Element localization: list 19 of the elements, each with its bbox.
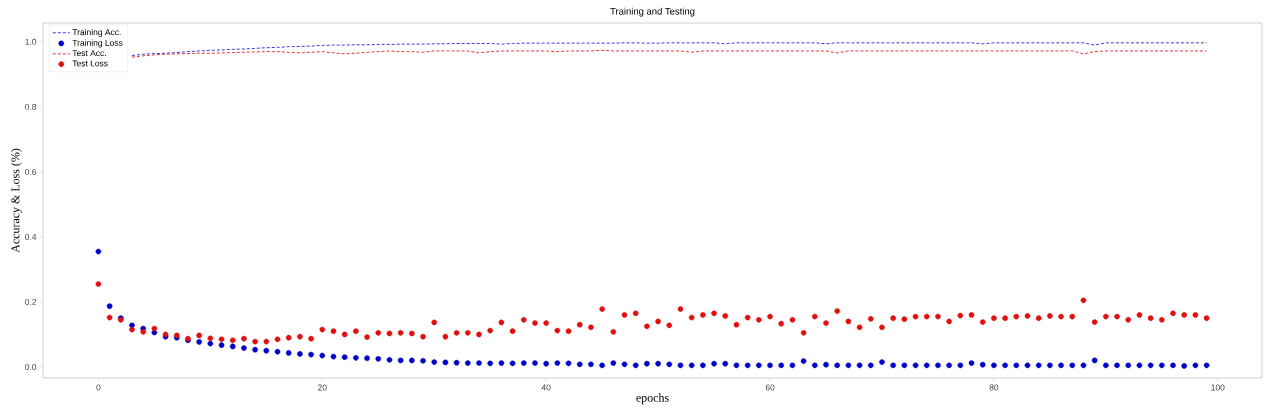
x-axis-title: epochs — [636, 393, 669, 405]
x-tick-label: 100 — [1211, 384, 1225, 391]
x-tick-label: 20 — [318, 384, 327, 391]
x-tick-label: 40 — [541, 384, 551, 391]
y-tick-label: 1.0 — [25, 38, 37, 45]
legend-label: Training Acc. — [72, 28, 121, 37]
legend-label: Training Loss — [72, 39, 123, 48]
y-axis-title: Accuracy & Loss (%) — [10, 148, 22, 253]
y-tick-label: 0.8 — [25, 103, 37, 110]
y-tick-label: 0.4 — [25, 233, 37, 240]
y-tick-label: 0.0 — [25, 363, 37, 370]
x-tick-label: 80 — [989, 384, 999, 391]
y-tick-label: 0.6 — [25, 168, 37, 175]
legend-label: Test Acc. — [72, 50, 106, 57]
legend-label: Test Loss — [72, 60, 108, 67]
chart-title: Training and Testing — [610, 7, 695, 17]
x-tick-label: 60 — [765, 384, 775, 391]
y-tick-label: 0.2 — [25, 298, 37, 305]
x-tick-label: 0 — [96, 384, 101, 391]
